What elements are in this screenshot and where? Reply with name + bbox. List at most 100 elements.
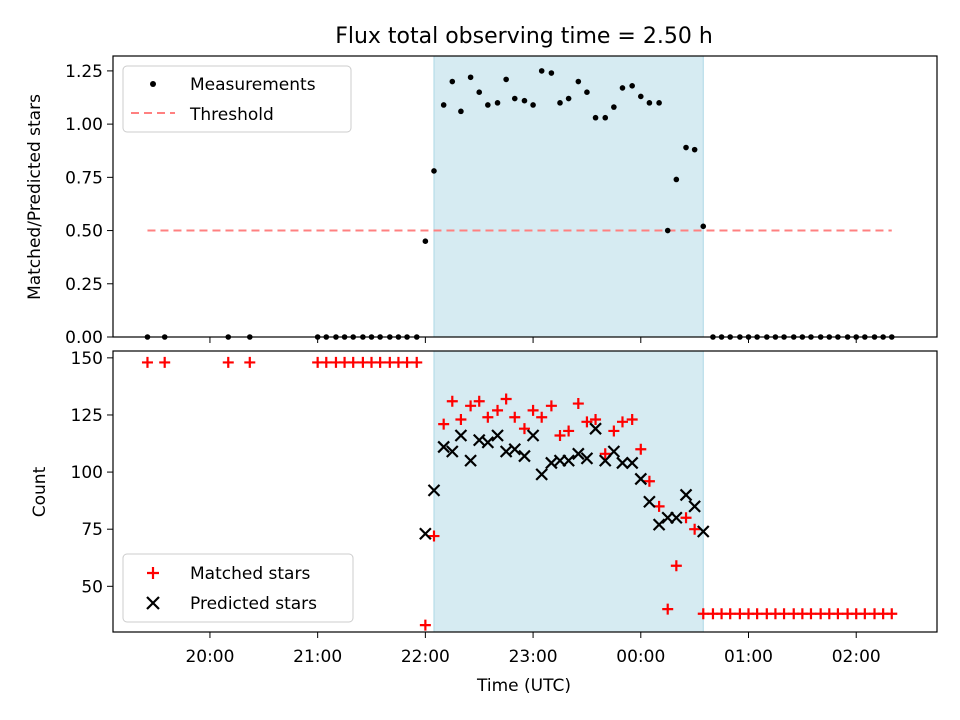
predicted-star-point	[481, 436, 495, 449]
measurement-point	[511, 95, 518, 102]
bottom-y-axis-label: Count	[30, 466, 50, 517]
matched-star-point	[724, 608, 736, 620]
measurement-point	[458, 108, 464, 115]
matched-star-point	[374, 356, 386, 368]
matched-star-point	[492, 404, 504, 416]
predicted-star-point	[652, 518, 666, 531]
matched-star-point	[616, 416, 628, 428]
measurement-point	[700, 223, 707, 230]
bottom-y-tick-label: 100	[71, 463, 103, 483]
predicted-star-point	[688, 500, 701, 513]
matched-star-point	[401, 356, 413, 368]
matched-star-point	[608, 425, 620, 437]
matched-star-point	[590, 414, 602, 426]
measurement-point	[575, 78, 582, 85]
predicted-star-point	[427, 484, 441, 497]
matched-star-point	[509, 411, 521, 423]
bottom-legend: Matched stars Predicted stars	[122, 553, 354, 623]
matched-star-point	[626, 414, 638, 426]
top-legend: Measurements Threshold	[122, 65, 352, 133]
matched-star-point	[222, 356, 234, 368]
matched-star-point	[563, 425, 575, 437]
predicted-star-point	[454, 429, 468, 442]
predicted-star-point	[589, 422, 602, 435]
measurement-point	[476, 89, 483, 95]
matched-star-point	[159, 356, 171, 368]
measurement-point	[629, 83, 635, 89]
bottom-x-tick-label: 02:00	[832, 647, 881, 667]
top-axes-frame	[112, 55, 938, 338]
bottom-x-tick-label: 01:00	[724, 647, 773, 667]
matched-star-point	[419, 619, 431, 631]
measurement-point	[422, 238, 429, 245]
top-y-tick-label: 0.75	[65, 168, 103, 188]
matched-star-point	[680, 512, 692, 524]
measurement-point	[602, 114, 609, 121]
measurement-point	[557, 100, 563, 106]
bottom-y-tick-label: 125	[71, 406, 103, 426]
matched-star-point	[886, 608, 898, 620]
top-y-ticks: 0.00 0.25 0.50 0.75 1.00 1.25	[65, 62, 113, 348]
matched-star-point	[662, 603, 674, 615]
matched-star-point	[465, 400, 477, 412]
matched-star-point	[778, 608, 790, 620]
top-x-ticks	[209, 337, 857, 343]
predicted-star-point	[419, 527, 432, 541]
matched-star-point	[554, 430, 566, 442]
matched-star-point	[536, 411, 548, 423]
legend-threshold-label: Threshold	[189, 105, 274, 125]
matched-star-point	[751, 608, 763, 620]
measurement-point	[440, 102, 447, 108]
matched-star-point	[518, 423, 530, 435]
matched-star-point	[859, 608, 871, 620]
predicted-star-point	[446, 445, 459, 458]
legend-predicted-marker	[146, 596, 160, 610]
bottom-y-tick-label: 150	[71, 349, 103, 369]
legend-matched-marker	[147, 567, 159, 579]
bottom-legend-box	[122, 553, 354, 623]
bottom-x-tick-label: 22:00	[401, 647, 450, 667]
measurement-point	[673, 176, 680, 183]
predicted-star-point	[625, 456, 639, 470]
predicted-star-point	[518, 449, 531, 463]
measurement-point	[467, 74, 474, 81]
count-points	[141, 356, 898, 631]
matched-star-point	[670, 560, 682, 572]
matched-star-point	[347, 356, 359, 368]
top-y-tick-label: 1.00	[65, 115, 103, 135]
x-axis-label: Time (UTC)	[476, 676, 571, 696]
matched-star-point	[320, 356, 332, 368]
measurement-point	[619, 85, 626, 91]
matched-star-point	[572, 398, 584, 410]
predicted-star-point	[437, 440, 450, 454]
predicted-star-point	[464, 454, 477, 467]
predicted-star-point	[643, 495, 656, 509]
predicted-star-point	[572, 447, 585, 461]
bottom-axes-frame	[112, 350, 938, 633]
measurement-point	[664, 227, 671, 234]
matched-star-point	[545, 400, 557, 412]
predicted-star-point	[634, 472, 648, 486]
measurement-point	[565, 95, 572, 102]
measurement-point	[521, 97, 528, 104]
legend-measurements-label: Measurements	[190, 75, 316, 95]
predicted-star-point	[580, 452, 594, 465]
measurement-point	[449, 78, 456, 85]
matched-star-point	[500, 393, 512, 405]
top-y-tick-label: 0.00	[65, 328, 103, 348]
matched-star-point	[527, 404, 539, 416]
predicted-star-point	[562, 454, 575, 467]
matched-star-point	[455, 414, 467, 426]
bottom-panel: 50 75 100 125 150 20:00 21:00 22:00 23:00 00:00 0…	[30, 349, 938, 696]
predicted-star-point	[616, 456, 629, 470]
measurement-point	[503, 76, 509, 83]
measurement-point	[494, 100, 501, 106]
measurement-point	[637, 93, 644, 100]
predicted-star-point	[696, 525, 710, 538]
matched-star-point	[805, 608, 817, 620]
measurement-point	[656, 100, 662, 106]
bottom-observing-window	[433, 350, 704, 633]
measurement-point	[592, 114, 599, 121]
bottom-y-tick-label: 75	[81, 520, 103, 540]
